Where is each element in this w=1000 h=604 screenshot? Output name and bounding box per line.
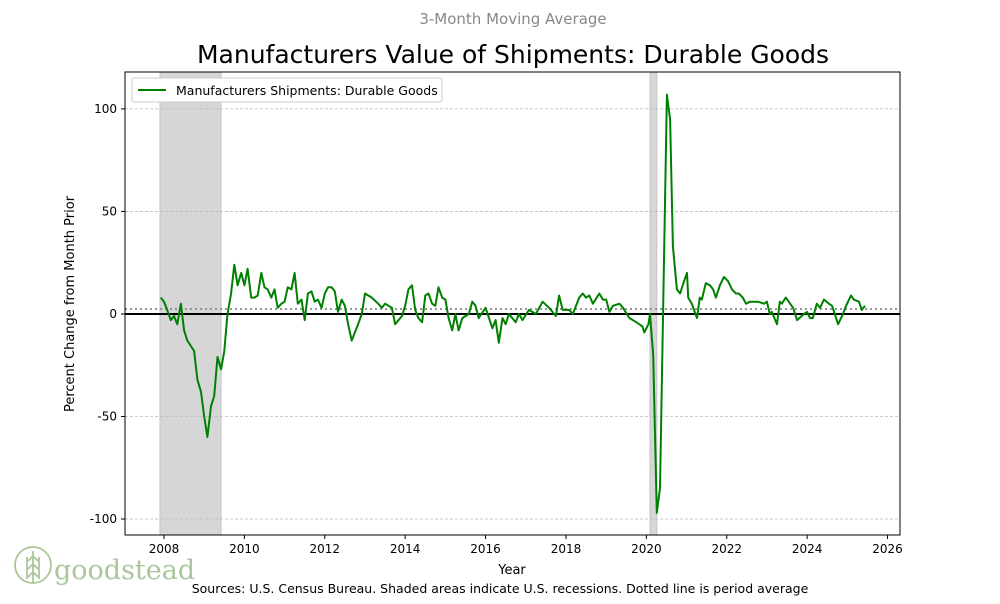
recession-band xyxy=(159,71,222,536)
y-tick-label: -100 xyxy=(90,512,117,526)
plot-area: -100 -50 0 50 100 2008 2010 2012 2014 2016 2018 202… xyxy=(90,71,903,556)
series-line xyxy=(160,93,866,514)
x-axis-label: Year xyxy=(497,563,526,578)
chart-supertitle: 3-Month Moving Average xyxy=(419,10,606,28)
y-axis-label: Percent Change from Month Prior xyxy=(63,195,78,412)
legend-label: Manufacturers Shipments: Durable Goods xyxy=(176,83,438,98)
tree-icon xyxy=(14,546,52,584)
x-tick-label: 2010 xyxy=(229,542,260,556)
x-tick-label: 2020 xyxy=(631,542,662,556)
y-tick-label: -50 xyxy=(97,409,117,423)
y-tick-label: 0 xyxy=(109,307,117,321)
x-tick-label: 2018 xyxy=(551,542,582,556)
source-note: Sources: U.S. Census Bureau. Shaded area… xyxy=(192,581,809,596)
x-tick-label: 2024 xyxy=(792,542,823,556)
y-tick-label: 50 xyxy=(102,204,117,218)
brand-logo: goodstead xyxy=(14,546,195,586)
brand-name: goodstead xyxy=(54,555,195,586)
x-tick-label: 2016 xyxy=(470,542,501,556)
x-tick-label: 2008 xyxy=(149,542,180,556)
x-tick-label: 2026 xyxy=(872,542,903,556)
legend-box xyxy=(131,77,443,103)
x-tick-label: 2022 xyxy=(711,542,742,556)
chart-title: Manufacturers Value of Shipments: Durabl… xyxy=(197,40,829,69)
legend: Manufacturers Shipments: Durable Goods xyxy=(131,77,443,103)
plot-frame xyxy=(124,71,901,536)
x-tick-label: 2012 xyxy=(310,542,341,556)
x-tick-label: 2014 xyxy=(390,542,421,556)
y-tick-label: 100 xyxy=(94,102,117,116)
